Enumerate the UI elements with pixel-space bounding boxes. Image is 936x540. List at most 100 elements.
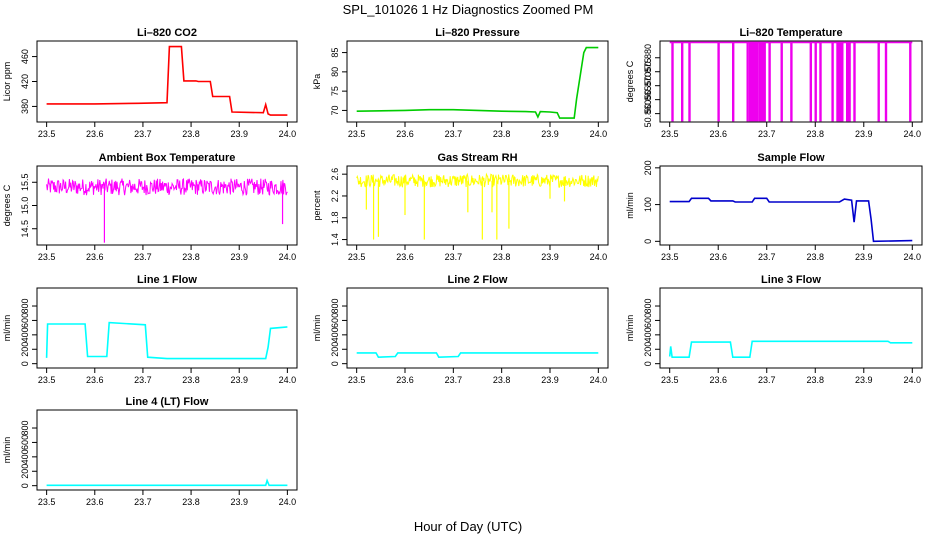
x-tick-label: 23.9 xyxy=(541,375,559,385)
y-tick-label: 200 xyxy=(643,160,653,175)
plot-frame xyxy=(346,40,609,123)
x-tick-label: 23.7 xyxy=(134,252,152,262)
panel-title: Li–820 CO2 xyxy=(137,27,197,39)
plot-frame xyxy=(659,287,923,369)
plot-frame xyxy=(36,165,298,246)
plot-frame xyxy=(346,287,609,369)
panel-3: Li–820 Temperature degrees C 23.5 23.6 23.7 2… xyxy=(625,27,923,139)
plot-frame xyxy=(346,165,609,246)
y-tick-label: 0 xyxy=(20,483,30,488)
y-tick-label: 75 xyxy=(330,86,340,96)
y-tick-label: 800 xyxy=(643,299,653,314)
y-tick-label: 600 xyxy=(643,313,653,328)
y-axis-label: ml/min xyxy=(625,315,635,342)
y-tick-label: 100 xyxy=(643,197,653,212)
x-tick-label: 23.9 xyxy=(855,129,873,139)
x-tick-label: 23.5 xyxy=(38,252,56,262)
x-tick-label: 24.0 xyxy=(904,252,922,262)
x-tick-label: 23.7 xyxy=(445,129,463,139)
x-tick-label: 23.5 xyxy=(661,375,679,385)
y-tick-label: 400 xyxy=(330,327,340,342)
x-tick-label: 23.5 xyxy=(348,252,366,262)
panel-7: Line 1 Flow ml/min 23.5 23.6 23.7 23.8 23.9 24.… xyxy=(2,274,298,385)
x-tick-label: 23.5 xyxy=(661,252,679,262)
x-tick-label: 23.7 xyxy=(758,375,776,385)
panel-4: Ambient Box Temperature degrees C 23.5 23.6… xyxy=(2,152,298,262)
x-tick-label: 23.8 xyxy=(493,129,511,139)
y-tick-label: 0 xyxy=(643,239,653,244)
x-tick-label: 23.6 xyxy=(86,252,104,262)
x-tick-label: 24.0 xyxy=(279,252,297,262)
data-series xyxy=(669,41,913,122)
y-tick-label: 600 xyxy=(330,313,340,328)
y-tick-label: 460 xyxy=(20,49,30,64)
x-tick-label: 24.0 xyxy=(590,375,608,385)
figure-xlabel: Hour of Day (UTC) xyxy=(414,519,522,534)
data-series xyxy=(356,352,599,359)
y-tick-label: 420 xyxy=(20,74,30,89)
plot-frame xyxy=(659,40,923,123)
x-tick-label: 23.8 xyxy=(182,252,200,262)
x-tick-label: 23.9 xyxy=(541,129,559,139)
x-tick-label: 24.0 xyxy=(279,497,297,507)
y-tick-label: 200 xyxy=(20,342,30,357)
panel-6: Sample Flow ml/min 23.5 23.6 23.7 23.8 23.9 24.… xyxy=(625,152,923,262)
x-tick-label: 23.7 xyxy=(134,129,152,139)
y-tick-label: 0 xyxy=(330,361,340,366)
y-tick-label: 50.875 xyxy=(643,58,653,86)
y-tick-label: 2.6 xyxy=(330,168,340,181)
x-tick-label: 23.5 xyxy=(38,129,56,139)
data-series xyxy=(46,45,288,116)
panel-title: Line 2 Flow xyxy=(448,274,508,286)
x-tick-label: 23.7 xyxy=(134,375,152,385)
x-tick-label: 23.9 xyxy=(230,375,248,385)
panel-9: Line 3 Flow ml/min 23.5 23.6 23.7 23.8 23.9 24.… xyxy=(625,274,923,385)
x-tick-label: 23.7 xyxy=(758,252,776,262)
x-tick-label: 23.8 xyxy=(182,497,200,507)
x-tick-label: 23.8 xyxy=(493,252,511,262)
panel-5: Gas Stream RH percent 23.5 23.6 23.7 23.8 23.9… xyxy=(312,152,609,262)
figure-title: SPL_101026 1 Hz Diagnostics Zoomed PM xyxy=(343,2,594,17)
x-tick-label: 23.5 xyxy=(38,497,56,507)
y-axis-label: Licor ppm xyxy=(2,62,12,102)
y-tick-label: 15.5 xyxy=(20,173,30,191)
data-series xyxy=(668,340,913,359)
panel-8: Line 2 Flow ml/min 23.5 23.6 23.7 23.8 23.9 24.… xyxy=(312,274,609,385)
x-tick-label: 23.9 xyxy=(855,375,873,385)
y-tick-label: 200 xyxy=(330,342,340,357)
panel-title: Sample Flow xyxy=(757,152,825,164)
x-tick-label: 23.8 xyxy=(182,375,200,385)
x-tick-label: 23.5 xyxy=(661,129,679,139)
data-series xyxy=(46,478,288,487)
x-tick-label: 23.6 xyxy=(396,129,414,139)
y-axis-label: percent xyxy=(312,190,322,221)
x-tick-label: 23.7 xyxy=(134,497,152,507)
y-axis-label: ml/min xyxy=(2,315,12,342)
x-tick-label: 23.6 xyxy=(86,497,104,507)
x-tick-label: 23.7 xyxy=(445,252,463,262)
y-tick-label: 200 xyxy=(643,342,653,357)
y-tick-label: 85 xyxy=(330,48,340,58)
y-axis-label: degrees C xyxy=(2,184,12,226)
x-tick-label: 23.6 xyxy=(709,252,727,262)
data-series xyxy=(356,46,599,119)
y-axis-label: kPa xyxy=(312,74,322,90)
y-tick-label: 400 xyxy=(20,327,30,342)
x-tick-label: 23.8 xyxy=(806,252,824,262)
x-tick-label: 23.5 xyxy=(38,375,56,385)
x-tick-label: 23.9 xyxy=(855,252,873,262)
x-tick-label: 24.0 xyxy=(904,129,922,139)
panel-title: Line 4 (LT) Flow xyxy=(126,396,209,408)
y-tick-label: 50.865 xyxy=(643,86,653,114)
panel-1: Li–820 CO2 Licor ppm 23.5 23.6 23.7 23.8 23.9 2… xyxy=(2,27,298,139)
y-axis-label: ml/min xyxy=(625,192,635,219)
y-tick-label: 1.4 xyxy=(330,233,340,246)
x-tick-label: 24.0 xyxy=(590,129,608,139)
plot-frame xyxy=(36,287,298,369)
panel-title: Li–820 Temperature xyxy=(739,27,842,39)
y-tick-label: 0 xyxy=(643,361,653,366)
y-tick-label: 50.860 xyxy=(643,100,653,128)
x-tick-label: 23.6 xyxy=(86,375,104,385)
x-tick-label: 23.9 xyxy=(230,497,248,507)
